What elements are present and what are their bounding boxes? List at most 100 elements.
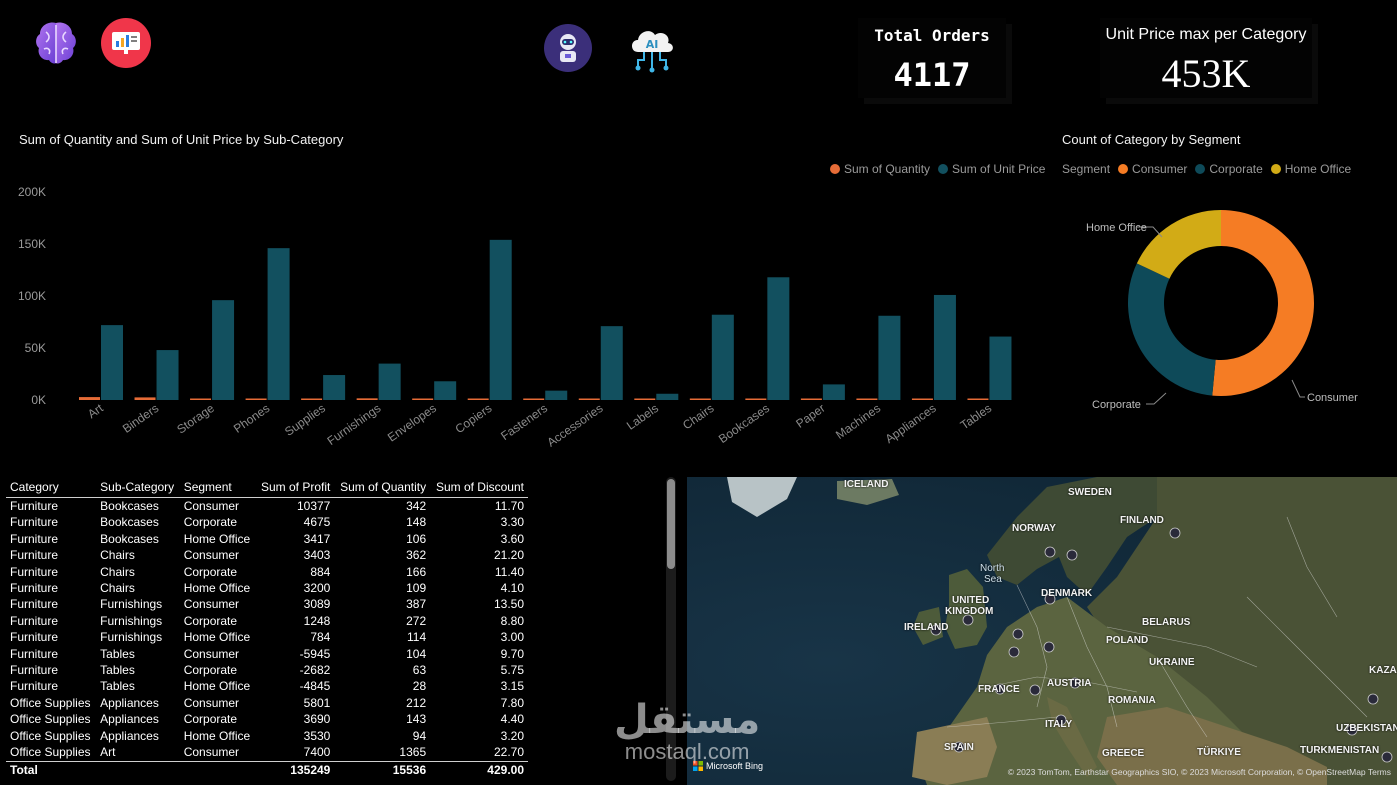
- bar-unit-price-fasteners[interactable]: [545, 390, 568, 400]
- bar-quantity-bookcases[interactable]: [745, 398, 767, 401]
- table-cell: Home Office: [183, 531, 251, 546]
- bar-unit-price-furnishings[interactable]: [378, 363, 401, 400]
- map-label-ireland: IRELAND: [904, 622, 949, 633]
- table-row[interactable]: Furniture Tables Consumer -5945 104 9.70: [6, 646, 528, 662]
- column-header-sum-of-discount[interactable]: Sum of Discount: [430, 477, 528, 498]
- bar-quantity-art[interactable]: [79, 397, 100, 400]
- table-row[interactable]: Furniture Chairs Home Office 3200 109 4.10: [6, 580, 528, 596]
- bar-quantity-envelopes[interactable]: [412, 398, 434, 401]
- y-tick-label: 0K: [31, 393, 46, 407]
- table-scrollbar-thumb[interactable]: [667, 479, 675, 569]
- table-row[interactable]: Office Supplies Appliances Corporate 3690 14…: [6, 711, 528, 727]
- table-cell: Home Office: [183, 728, 251, 743]
- column-header-sum-of-quantity[interactable]: Sum of Quantity: [334, 477, 431, 498]
- table-cell: Chairs: [100, 548, 135, 563]
- table-cell: Furniture: [10, 630, 59, 645]
- table-row[interactable]: Furniture Furnishings Corporate 1248 272 8.80: [6, 613, 528, 629]
- table-cell: 272: [406, 613, 427, 628]
- table-cell: Art: [100, 745, 116, 760]
- bar-quantity-phones[interactable]: [245, 398, 267, 401]
- table-row[interactable]: Furniture Chairs Corporate 884 166 11.40: [6, 564, 528, 580]
- table-cell: Furnishings: [100, 630, 163, 645]
- table-row[interactable]: Furniture Furnishings Consumer 3089 387 13.50: [6, 596, 528, 612]
- bar-unit-price-supplies[interactable]: [323, 375, 346, 400]
- table-row[interactable]: Furniture Bookcases Consumer 10377 342 11.70: [6, 498, 528, 515]
- bar-unit-price-storage[interactable]: [212, 300, 235, 400]
- map-credit[interactable]: © 2023 TomTom, Earthstar Geographics SIO…: [1007, 767, 1391, 777]
- table-row[interactable]: Furniture Tables Home Office -4845 28 3.15: [6, 678, 528, 694]
- column-header-sub-category[interactable]: Sub-Category: [96, 477, 180, 498]
- bar-quantity-fasteners[interactable]: [523, 398, 545, 401]
- map-label-iceland: ICELAND: [844, 479, 889, 490]
- map-label-kaza: KAZA: [1369, 665, 1397, 676]
- table-cell: 3417: [303, 531, 331, 546]
- bar-quantity-labels[interactable]: [634, 398, 656, 401]
- bar-quantity-machines[interactable]: [856, 398, 878, 401]
- table-cell: 15536: [334, 760, 431, 778]
- x-tick-label: Chairs: [680, 401, 716, 432]
- column-header-segment[interactable]: Segment: [179, 477, 256, 498]
- table-row[interactable]: Furniture Bookcases Home Office 3417 106 3.60: [6, 531, 528, 547]
- bar-quantity-appliances[interactable]: [911, 398, 933, 401]
- bar-unit-price-copiers[interactable]: [489, 239, 512, 400]
- bar-quantity-furnishings[interactable]: [356, 398, 378, 400]
- column-header-category[interactable]: Category: [6, 477, 97, 498]
- bar-unit-price-accessories[interactable]: [600, 326, 623, 400]
- table-scrollbar[interactable]: [666, 477, 676, 781]
- donut-slice-home-office[interactable]: [1136, 210, 1221, 279]
- watermark: مستقل mostaql.com: [614, 700, 760, 764]
- table-cell: 11.70: [494, 499, 524, 513]
- bar-quantity-accessories[interactable]: [578, 398, 600, 401]
- table-cell: Tables: [100, 646, 135, 661]
- bar-unit-price-binders[interactable]: [156, 350, 179, 400]
- table-row[interactable]: Office Supplies Art Consumer 7400 1365 22.70: [6, 744, 528, 761]
- x-tick-label: Art: [85, 401, 106, 422]
- legend-consumer-swatch: [1118, 164, 1129, 174]
- table-cell: 387: [406, 597, 427, 612]
- table-row[interactable]: Furniture Bookcases Corporate 4675 148 3.30: [6, 514, 528, 530]
- bar-unit-price-appliances[interactable]: [933, 294, 956, 400]
- bar-unit-price-phones[interactable]: [267, 248, 290, 400]
- map-label-denmark: DENMARK: [1041, 588, 1093, 599]
- table-row[interactable]: Office Supplies Appliances Consumer 5801 212…: [6, 695, 528, 711]
- table-row[interactable]: Furniture Tables Corporate -2682 63 5.75: [6, 662, 528, 678]
- bar-quantity-storage[interactable]: [190, 398, 212, 401]
- table-cell: Furniture: [10, 499, 59, 513]
- donut-slice-corporate[interactable]: [1128, 263, 1216, 396]
- table-total-row[interactable]: Total 135249 15536 429.00: [6, 760, 528, 778]
- bar-unit-price-bookcases[interactable]: [767, 277, 790, 400]
- table-cell: Furniture: [10, 613, 59, 628]
- bar-unit-price-chairs[interactable]: [711, 314, 734, 400]
- table-cell: Furnishings: [100, 613, 163, 628]
- table-row[interactable]: Furniture Furnishings Home Office 784 114 3.0…: [6, 629, 528, 645]
- map[interactable]: ICELAND SWEDEN FINLAND NORWAY North Sea UNITED…: [687, 477, 1397, 785]
- bar-quantity-paper[interactable]: [800, 398, 822, 401]
- table-cell: Home Office: [183, 679, 251, 694]
- brain-icon: [30, 17, 82, 69]
- table-cell: Office Supplies: [10, 712, 91, 727]
- x-tick-label: Appliances: [883, 401, 939, 446]
- bar-unit-price-art[interactable]: [101, 325, 123, 400]
- bar-quantity-chairs[interactable]: [689, 398, 711, 401]
- table-cell: Home Office: [183, 630, 251, 645]
- table-row[interactable]: Furniture Chairs Consumer 3403 362 21.20: [6, 547, 528, 563]
- bar-quantity-supplies[interactable]: [301, 398, 323, 401]
- table-row[interactable]: Office Supplies Appliances Home Office 3530…: [6, 728, 528, 744]
- bar-quantity-tables[interactable]: [967, 398, 989, 401]
- x-tick-label: Phones: [231, 401, 272, 436]
- bar-unit-price-labels[interactable]: [656, 393, 679, 400]
- bing-label: Microsoft Bing: [706, 761, 764, 771]
- bar-quantity-copiers[interactable]: [467, 398, 489, 401]
- column-header-sum-of-profit[interactable]: Sum of Profit: [255, 477, 335, 498]
- table-cell: 7400: [303, 745, 331, 760]
- table-cell: Furniture: [10, 581, 59, 596]
- bar-unit-price-tables[interactable]: [989, 336, 1012, 400]
- bar-unit-price-envelopes[interactable]: [434, 381, 457, 400]
- table-cell: Furnishings: [100, 597, 163, 612]
- donut-chart-legend: Segment Consumer Corporate Home Office: [1062, 162, 1351, 176]
- donut-slice-consumer[interactable]: [1212, 210, 1315, 397]
- bar-unit-price-paper[interactable]: [822, 384, 845, 400]
- bar-unit-price-machines[interactable]: [878, 315, 901, 400]
- table-cell: 143: [406, 712, 427, 727]
- bar-quantity-binders[interactable]: [134, 397, 156, 400]
